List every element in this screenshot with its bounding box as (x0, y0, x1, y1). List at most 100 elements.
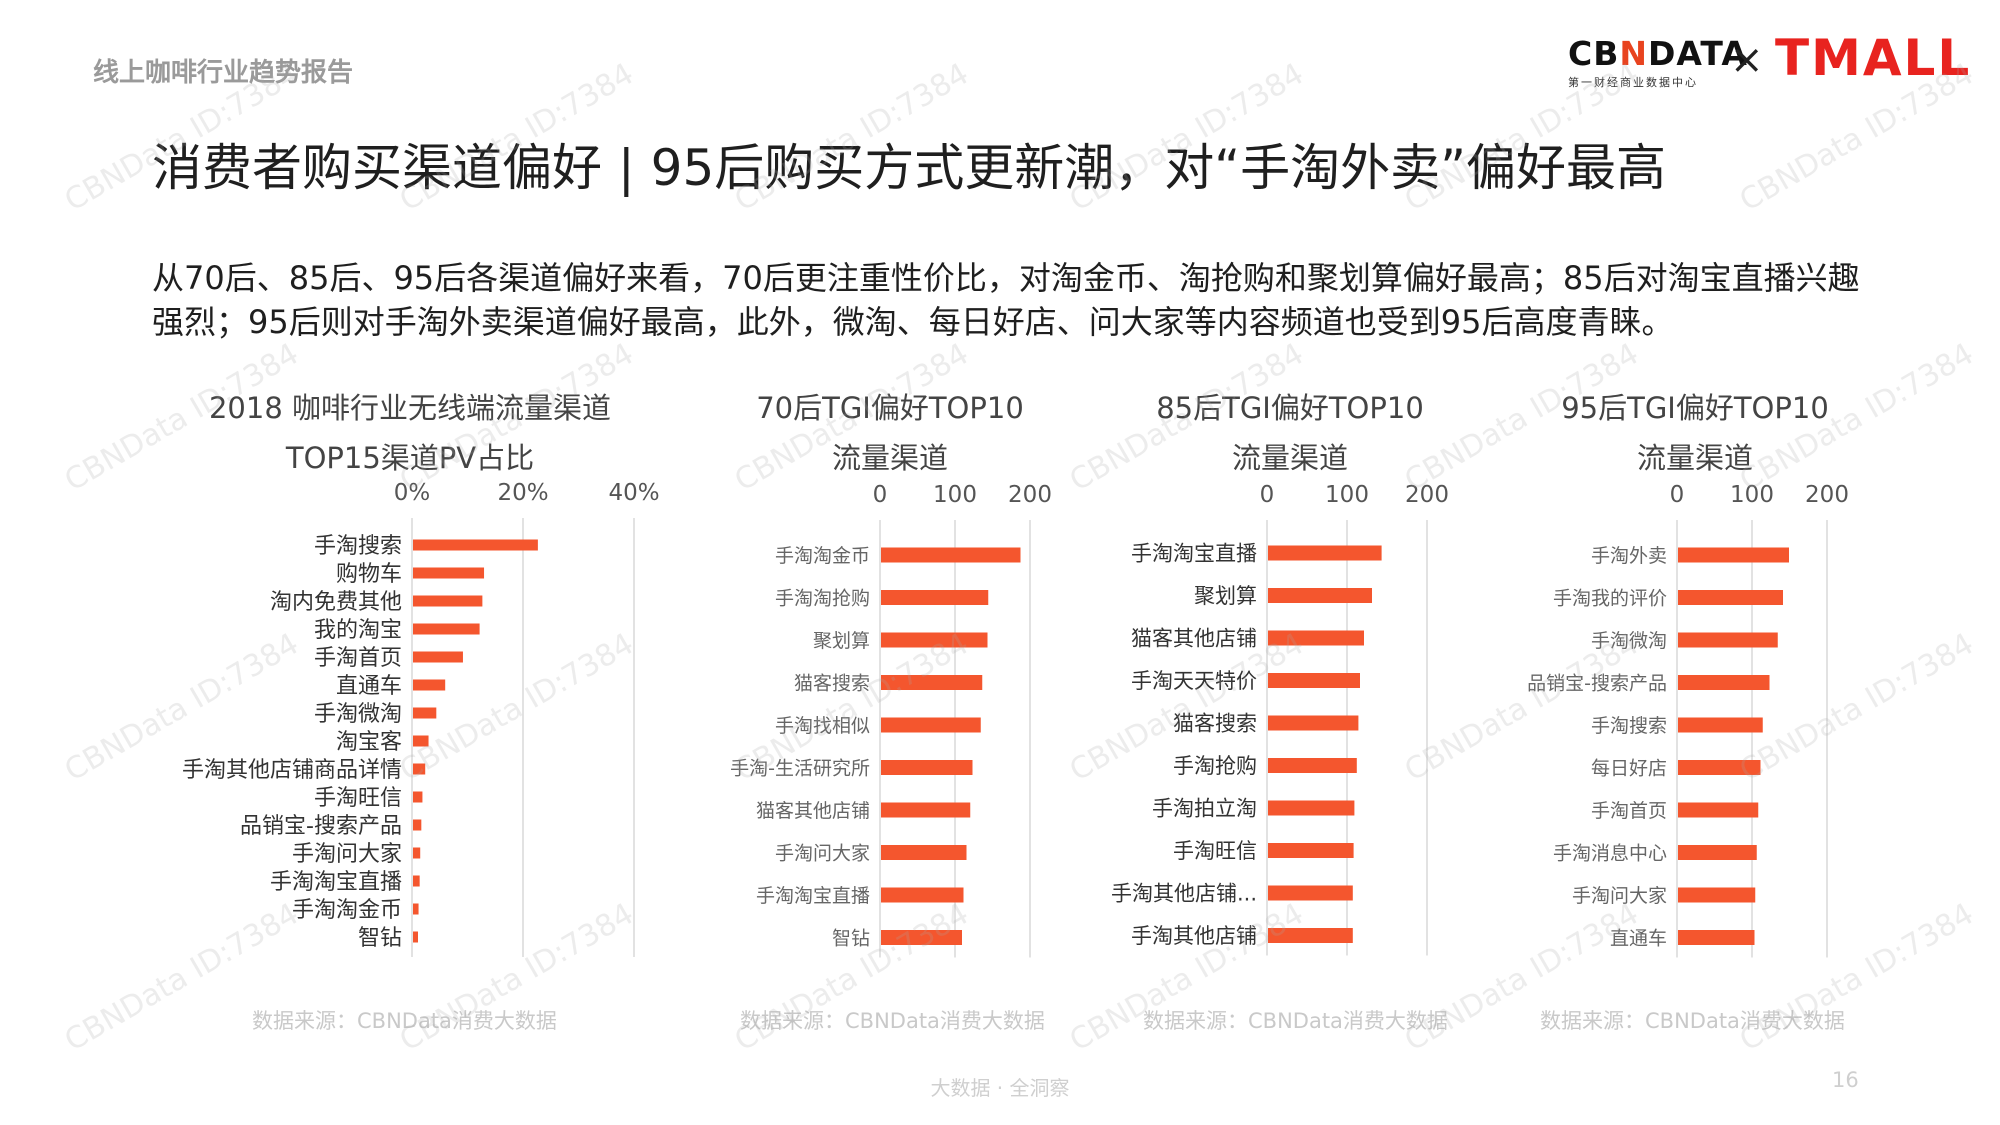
bar (1268, 630, 1364, 646)
bar (413, 651, 463, 663)
category-label: 手淘淘宝直播 (1131, 542, 1257, 566)
category-label: 猫客其他店铺 (1131, 627, 1257, 651)
chart-pv-share: 2018 咖啡行业无线端流量渠道 TOP15渠道PV占比 0% 20% 40% 手淘搜… (150, 370, 670, 970)
category-label: 手淘天天特价 (1131, 669, 1257, 693)
bar (413, 735, 429, 747)
bar (881, 760, 973, 775)
bar (881, 930, 962, 945)
bar (881, 547, 1021, 563)
category-label: 购物车 (336, 562, 402, 587)
bar (413, 707, 437, 719)
chart-title-line1: 70后TGI偏好TOP10 (756, 391, 1024, 425)
category-label: 手淘问大家 (292, 842, 402, 867)
category-label: 手淘淘金币 (775, 545, 870, 567)
bar (881, 887, 964, 903)
tick-label: 0% (394, 480, 431, 506)
bar (1678, 717, 1763, 733)
bar (881, 675, 983, 690)
bar (1678, 845, 1757, 860)
bar (413, 679, 446, 691)
bar (1268, 758, 1357, 773)
bar (413, 623, 480, 635)
bar (413, 847, 421, 859)
bar (1678, 930, 1755, 945)
category-label: 手淘淘抢购 (775, 587, 870, 609)
bar (1678, 590, 1783, 605)
bar (1678, 675, 1770, 690)
tick-label: 100 (1325, 482, 1369, 508)
category-label: 手淘首页 (314, 646, 402, 671)
category-label: 手淘消息中心 (1553, 842, 1667, 864)
chart-85s-tgi: 85后TGI偏好TOP10 流量渠道 0 100 200 手淘淘宝直播 聚划算 猫客其他店… (1110, 370, 1470, 970)
chart-title-line1: 2018 咖啡行业无线端流量渠道 (208, 391, 612, 425)
bar (1678, 760, 1761, 775)
chart-title-line2: 流量渠道 (831, 441, 948, 475)
bar (881, 590, 989, 605)
bar (1268, 545, 1382, 561)
category-label: 直通车 (1610, 927, 1667, 949)
category-label: 手淘淘宝直播 (756, 885, 870, 907)
chart-title-line1: 95后TGI偏好TOP10 (1561, 391, 1829, 425)
footer-slogan: 大数据 · 全洞察 (930, 1076, 1070, 1100)
chart-svg: 0 100 200 手淘外卖手淘我的评价手淘微淘品销宝-搜索产品手淘搜索每日好店手淘首… (1527, 482, 1849, 958)
page-number: 16 (1832, 1068, 1859, 1092)
category-label: 淘宝客 (336, 730, 402, 755)
bar (413, 875, 420, 887)
bar (881, 802, 971, 818)
tick-label: 100 (1730, 482, 1774, 508)
bar (413, 931, 418, 943)
bar (881, 632, 988, 648)
bar (881, 717, 981, 733)
bar (1268, 843, 1354, 858)
category-label: 手淘淘宝直播 (270, 870, 402, 895)
category-label: 智钻 (832, 927, 870, 949)
tick-label: 0 (1260, 482, 1275, 508)
category-label: 手淘微淘 (314, 702, 402, 727)
category-label: 手淘搜索 (314, 534, 402, 559)
chart-svg: 0% 20% 40% 手淘搜索购物车淘内免费其他我的淘宝手淘首页直通车手淘微淘淘宝客手… (182, 480, 660, 957)
category-label: 我的淘宝 (314, 618, 402, 643)
category-label: 品销宝-搜索产品 (1527, 672, 1667, 694)
category-label: 手淘-生活研究所 (730, 757, 870, 779)
bar (1268, 715, 1359, 731)
bar (1678, 632, 1778, 648)
category-label: 猫客搜索 (794, 672, 870, 694)
category-label: 手淘问大家 (775, 842, 870, 864)
category-label: 手淘抢购 (1173, 754, 1257, 778)
times-icon: × (1730, 37, 1764, 83)
cbndata-logo: CBNDATA 第一财经商业数据中心 (1568, 36, 1748, 90)
chart-source: 数据来源：CBNData消费大数据 (740, 1009, 1045, 1033)
bar (413, 791, 423, 803)
bar (413, 763, 426, 775)
chart-source: 数据来源：CBNData消费大数据 (252, 1009, 557, 1033)
tick-label: 200 (1805, 482, 1849, 508)
cbn-prefix: CB (1568, 34, 1620, 73)
category-label: 手淘我的评价 (1553, 587, 1667, 609)
chart-source: 数据来源：CBNData消费大数据 (1540, 1009, 1845, 1033)
chart-title-line2: TOP15渠道PV占比 (285, 441, 535, 475)
bar (413, 539, 538, 551)
category-label: 淘内免费其他 (270, 590, 402, 615)
category-label: 聚划算 (1194, 584, 1257, 608)
category-label: 每日好店 (1591, 757, 1667, 779)
bar (1268, 673, 1360, 688)
chart-svg: 0 100 200 手淘淘宝直播聚划算猫客其他店铺手淘天天特价猫客搜索手淘抢购手淘拍立… (1111, 482, 1449, 956)
report-tag: 线上咖啡行业趋势报告 (93, 58, 354, 88)
chart-70s-tgi: 70后TGI偏好TOP10 流量渠道 0 100 200 手淘淘金币 手淘淘抢购 聚划算猫… (700, 370, 1080, 970)
bar (1268, 800, 1355, 816)
bar (1678, 887, 1756, 903)
chart-95s-tgi: 95后TGI偏好TOP10 流量渠道 0 100 200 手淘外卖 手淘我的评价 手淘微淘… (1500, 370, 1890, 970)
tick-label: 200 (1008, 482, 1052, 508)
category-label: 手淘其他店铺 (1131, 924, 1257, 948)
cbn-suffix: DATA (1648, 34, 1748, 73)
cbn-n: N (1619, 34, 1648, 73)
bar (1268, 885, 1353, 901)
category-label: 手淘外卖 (1591, 545, 1667, 567)
tick-label: 0 (1670, 482, 1685, 508)
tick-label: 20% (497, 480, 548, 506)
bar (1678, 802, 1759, 818)
category-label: 手淘找相似 (775, 715, 870, 737)
category-label: 智钻 (358, 926, 402, 951)
tick-label: 40% (608, 480, 659, 506)
category-label: 猫客其他店铺 (756, 800, 870, 822)
